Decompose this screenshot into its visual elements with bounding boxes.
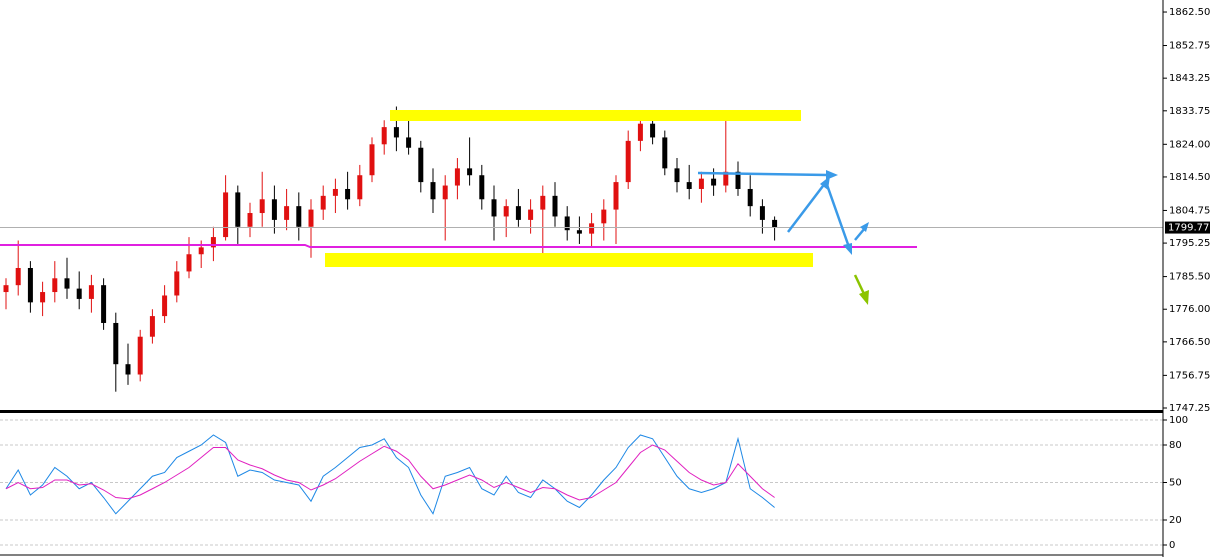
candle-body bbox=[186, 254, 192, 272]
y-tick-label: 50 bbox=[1169, 478, 1182, 489]
projection-arrows bbox=[697, 170, 869, 255]
candle-body bbox=[137, 336, 143, 375]
candle-body bbox=[650, 123, 656, 138]
panel-separator bbox=[0, 410, 1163, 413]
candle-body bbox=[503, 206, 509, 217]
y-tick-label: 1862.50 bbox=[1169, 7, 1210, 18]
candle-body bbox=[259, 199, 265, 214]
candle-body bbox=[467, 168, 473, 176]
y-tick-label: 1843.25 bbox=[1169, 73, 1210, 84]
candle-body bbox=[113, 322, 119, 365]
candle-body bbox=[40, 292, 46, 303]
y-tick-label: 1824.00 bbox=[1169, 139, 1210, 150]
candle-body bbox=[320, 195, 326, 210]
candle-body bbox=[284, 206, 290, 220]
candle-body bbox=[149, 316, 155, 337]
y-tick-label: 80 bbox=[1169, 440, 1182, 451]
candle-body bbox=[332, 188, 338, 196]
y-tick-label: 1747.25 bbox=[1169, 403, 1210, 414]
candle-body bbox=[52, 278, 58, 293]
candle-body bbox=[515, 206, 521, 220]
candle-body bbox=[552, 195, 558, 217]
candle-body bbox=[271, 199, 277, 220]
candle-body bbox=[576, 230, 582, 234]
current-price-box bbox=[1165, 221, 1210, 234]
y-tick-label: 1833.75 bbox=[1169, 106, 1210, 117]
candle-body bbox=[198, 247, 204, 255]
candle-body bbox=[210, 237, 216, 248]
candle-body bbox=[27, 267, 33, 303]
candle-body bbox=[406, 137, 412, 148]
candle-body bbox=[589, 223, 595, 234]
y-tick-label: 1756.75 bbox=[1169, 370, 1210, 381]
candle-body bbox=[601, 209, 607, 224]
candle-body bbox=[772, 219, 778, 228]
candle-body bbox=[723, 171, 729, 186]
candle-body bbox=[418, 147, 424, 183]
candle-body bbox=[759, 206, 765, 220]
candle-body bbox=[625, 140, 631, 183]
candle-body bbox=[735, 171, 741, 189]
candle-body bbox=[381, 127, 387, 145]
candle-body bbox=[308, 209, 314, 227]
current-price-label: 1799.77 bbox=[1168, 223, 1209, 234]
support-zone bbox=[325, 253, 813, 267]
candle-body bbox=[162, 295, 168, 317]
y-tick-label: 1804.75 bbox=[1169, 205, 1210, 216]
candle-body bbox=[637, 123, 643, 141]
candle-body bbox=[296, 206, 302, 227]
candle-body bbox=[3, 285, 9, 293]
candle-body bbox=[613, 182, 619, 210]
candle-body bbox=[442, 185, 448, 200]
candle-body bbox=[64, 278, 70, 289]
candle-body bbox=[235, 192, 241, 227]
candle-body bbox=[101, 285, 107, 323]
candle-body bbox=[345, 188, 351, 200]
oscillator-line bbox=[5, 434, 775, 515]
candle-body bbox=[540, 195, 546, 210]
candle-body bbox=[76, 288, 82, 299]
candle-body bbox=[479, 175, 485, 200]
candle-body bbox=[747, 188, 753, 207]
candle-body bbox=[698, 178, 704, 189]
candle-body bbox=[88, 285, 94, 299]
candle-body bbox=[223, 192, 229, 238]
marks bbox=[0, 106, 1163, 546]
candle-body bbox=[369, 144, 375, 176]
candle-body bbox=[357, 175, 363, 200]
candle-body bbox=[686, 182, 692, 189]
y-tick-label: 1795.25 bbox=[1169, 238, 1210, 249]
y-tick-label: 0 bbox=[1169, 540, 1175, 551]
resistance-zone bbox=[390, 110, 801, 121]
candle-body bbox=[125, 364, 131, 375]
candle-body bbox=[174, 271, 180, 296]
candle-body bbox=[15, 267, 21, 286]
candle-body bbox=[528, 209, 534, 220]
candle-body bbox=[491, 199, 497, 217]
candle-body bbox=[674, 168, 680, 183]
axis: 1862.50 1852.75 1843.25 1833.75 1824.00 1814.… bbox=[1163, 7, 1210, 551]
candle-body bbox=[454, 168, 460, 186]
support-line bbox=[0, 244, 917, 248]
y-tick-label: 20 bbox=[1169, 515, 1182, 526]
candle-body bbox=[247, 213, 253, 227]
candle-body bbox=[564, 216, 570, 231]
candle-body bbox=[430, 182, 436, 200]
bearish-arrow bbox=[853, 274, 869, 305]
candle-body bbox=[711, 178, 717, 186]
y-tick-label: 1785.50 bbox=[1169, 272, 1210, 283]
y-tick-label: 1814.50 bbox=[1169, 172, 1210, 183]
y-tick-label: 1852.75 bbox=[1169, 41, 1210, 52]
y-tick-label: 100 bbox=[1169, 415, 1188, 426]
y-tick-label: 1776.00 bbox=[1169, 304, 1210, 315]
y-tick-label: 1766.50 bbox=[1169, 337, 1210, 348]
oscillator-line bbox=[5, 444, 775, 501]
candle-body bbox=[393, 127, 399, 138]
candle-body bbox=[662, 137, 668, 169]
